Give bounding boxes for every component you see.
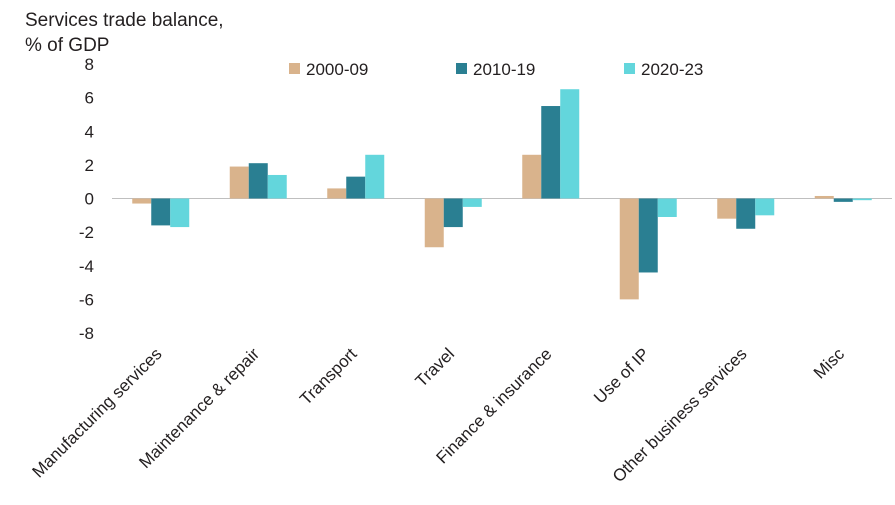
y-tick-label-neg2: -2 [79,223,94,242]
bar-2020-23-3 [462,198,482,207]
y-tick-label-6: 6 [85,89,94,108]
bar-2000-09-5 [619,198,639,300]
bar-2000-09-0 [132,198,152,204]
y-tick-label-8: 8 [85,55,94,74]
y-tick-label-neg6: -6 [79,290,94,309]
x-category-label-2: Transport [296,344,361,409]
legend-swatch-2010-19 [456,63,467,74]
legend-swatch-2000-09 [289,63,300,74]
y-axis-title-line-1: Services trade balance, [25,10,224,31]
legend-label-2000-09: 2000-09 [306,60,368,79]
y-tick-label-2: 2 [85,156,94,175]
bar-2020-23-0 [170,198,190,228]
bar-2010-19-1 [248,163,268,199]
bar-2020-23-5 [657,198,677,217]
y-axis-title-line-2: % of GDP [25,35,109,56]
bar-2010-19-3 [443,198,463,228]
y-tick-label-neg4: -4 [79,257,94,276]
y-tick-label-neg8: -8 [79,324,94,343]
bar-2020-23-7 [852,198,872,201]
bar-2010-19-0 [151,198,171,226]
bar-2020-23-1 [267,174,287,199]
y-tick-label-4: 4 [85,122,94,141]
bar-2010-19-5 [638,198,658,273]
bar-2000-09-6 [717,198,737,219]
bar-2020-23-2 [365,154,385,199]
x-category-label-7: Misc [810,344,848,382]
bar-2000-09-2 [327,188,347,199]
legend-label-2020-23: 2020-23 [641,60,703,79]
x-category-label-3: Travel [412,344,458,390]
bar-2000-09-3 [424,198,444,248]
bar-2010-19-2 [346,176,366,199]
bar-2000-09-1 [229,166,249,199]
legend-swatch-2020-23 [624,63,635,74]
bar-2010-19-7 [833,198,853,202]
bar-2000-09-7 [814,195,834,199]
bar-2000-09-4 [522,154,542,199]
x-category-label-5: Use of IP [590,344,653,407]
y-tick-label-0: 0 [85,190,94,209]
bar-2010-19-6 [736,198,756,229]
bar-2020-23-6 [755,198,775,216]
bar-2010-19-4 [541,106,561,199]
legend-label-2010-19: 2010-19 [473,60,535,79]
bar-2020-23-4 [560,89,580,199]
